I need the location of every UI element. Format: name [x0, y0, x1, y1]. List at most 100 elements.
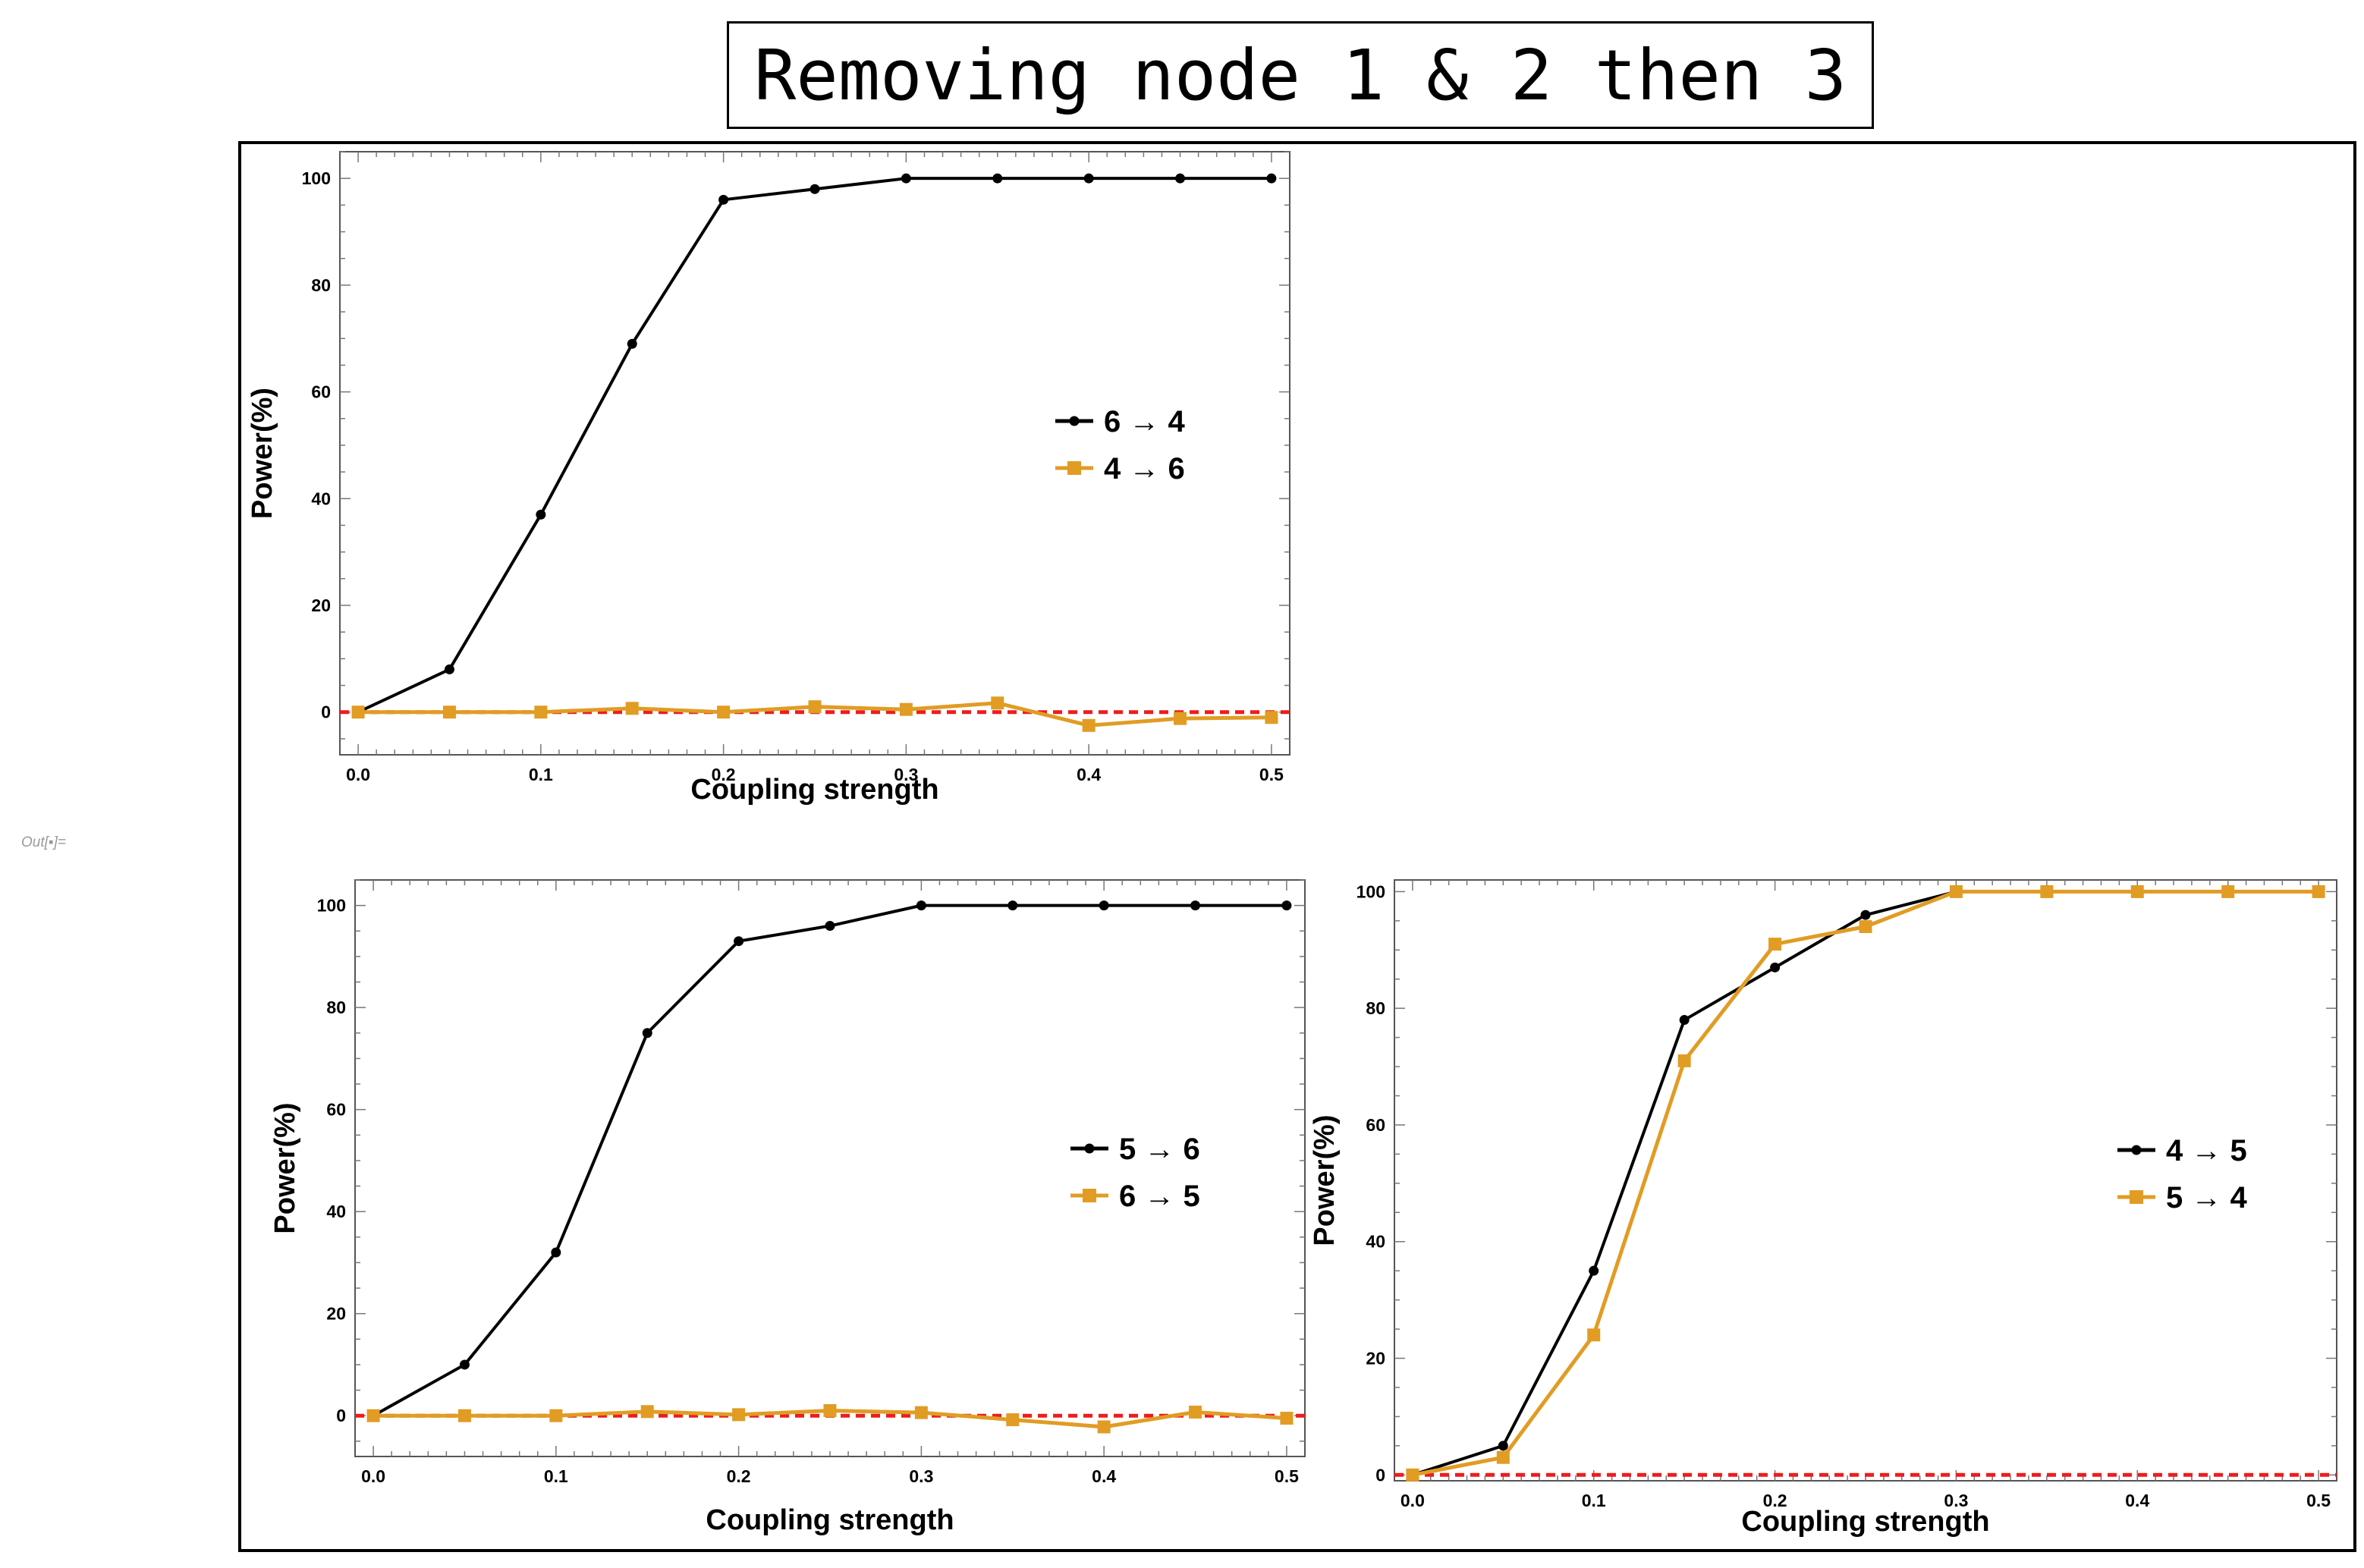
- data-point-1: [351, 705, 365, 719]
- legend-entry-0: 6 → 4: [1055, 405, 1185, 438]
- x-axis-label: Coupling strength: [1741, 1506, 1989, 1538]
- data-point-0: [1175, 173, 1186, 184]
- x-axis-label: Coupling strength: [706, 1504, 954, 1536]
- y-tick-label: 80: [311, 275, 331, 295]
- data-point-0: [551, 1247, 561, 1258]
- data-point-1: [914, 1406, 928, 1419]
- y-tick-label: 20: [311, 595, 331, 615]
- y-tick-label: 0: [336, 1406, 346, 1425]
- data-point-0: [1190, 900, 1201, 911]
- y-tick-label: 100: [1356, 881, 1385, 901]
- legend-entry-0: 5 → 6: [1070, 1133, 1200, 1166]
- y-tick-label: 40: [1366, 1232, 1385, 1252]
- data-point-1: [2130, 885, 2144, 898]
- x-axis-label: Coupling strength: [690, 774, 938, 806]
- data-point-1: [457, 1409, 471, 1422]
- y-tick-label: 100: [302, 168, 331, 188]
- data-point-0: [1281, 900, 1292, 911]
- data-point-1: [640, 1405, 654, 1419]
- x-tick-label: 0.2: [712, 765, 736, 784]
- legend-swatch-marker: [2131, 1145, 2142, 1155]
- data-point-1: [732, 1408, 746, 1422]
- x-tick-label: 0.5: [1275, 1466, 1299, 1486]
- data-point-1: [366, 1409, 380, 1422]
- data-point-1: [1496, 1450, 1510, 1464]
- y-axis-label: Power(%): [247, 388, 278, 519]
- legend-label: 6 → 4: [1104, 405, 1185, 438]
- y-tick-label: 40: [311, 489, 331, 508]
- data-point-0: [718, 194, 729, 205]
- data-point-1: [625, 702, 639, 715]
- data-point-1: [1189, 1405, 1202, 1419]
- data-point-0: [459, 1359, 470, 1370]
- figure-title: Removing node 1 & 2 then 3: [753, 34, 1847, 116]
- data-point-0: [734, 936, 744, 947]
- data-point-0: [916, 900, 926, 911]
- data-point-0: [1770, 962, 1781, 973]
- y-tick-label: 0: [321, 702, 331, 722]
- data-point-0: [1498, 1441, 1508, 1451]
- data-point-1: [1406, 1468, 1419, 1482]
- legend-swatch-marker: [1084, 1143, 1095, 1154]
- x-tick-label: 0.0: [361, 1466, 385, 1486]
- data-point-0: [992, 173, 1003, 184]
- x-tick-label: 0.1: [544, 1466, 568, 1486]
- chart-panel-top-left: 0.0 0.1 0.2 0.3 0.4 0.5 0 20 40 60 80 100 Coupling s…: [247, 151, 1290, 806]
- data-point-1: [1174, 712, 1187, 725]
- y-tick-label: 100: [317, 896, 346, 916]
- legend-entry-1: 6 → 5: [1070, 1180, 1200, 1213]
- data-point-1: [1280, 1412, 1294, 1425]
- x-tick-label: 0.1: [1582, 1491, 1606, 1510]
- data-point-0: [1679, 1015, 1690, 1026]
- series-line-0: [357, 177, 1272, 714]
- data-point-1: [991, 696, 1004, 710]
- data-point-1: [1006, 1413, 1020, 1427]
- plot-frame: [354, 879, 1306, 1457]
- legend-swatch-marker: [2130, 1190, 2143, 1204]
- chart-panel-bottom-left: 0.0 0.1 0.2 0.3 0.4 0.5 0 20 40 60 80 100 Coupling s…: [269, 879, 1306, 1536]
- data-point-1: [808, 700, 822, 714]
- legend-label: 4 → 5: [2166, 1134, 2247, 1167]
- data-point-1: [2221, 885, 2235, 898]
- data-point-0: [627, 338, 637, 349]
- x-tick-label: 0.2: [1763, 1491, 1787, 1510]
- legend-entry-0: 4 → 5: [2117, 1134, 2247, 1167]
- data-point-1: [1768, 938, 1782, 951]
- data-point-0: [444, 664, 454, 674]
- data-point-0: [1008, 900, 1018, 911]
- y-tick-label: 40: [326, 1202, 346, 1221]
- y-tick-label: 80: [326, 998, 346, 1017]
- data-point-1: [823, 1403, 837, 1417]
- data-point-0: [809, 184, 820, 194]
- x-tick-label: 0.2: [727, 1466, 751, 1486]
- x-tick-label: 0.4: [1077, 765, 1101, 784]
- data-point-1: [1082, 718, 1096, 732]
- data-point-1: [899, 702, 913, 716]
- y-axis-label: Power(%): [269, 1102, 301, 1233]
- data-point-0: [1083, 173, 1094, 184]
- y-tick-label: 20: [1366, 1349, 1385, 1368]
- y-tick-label: 60: [326, 1100, 346, 1120]
- x-tick-label: 0.3: [909, 1466, 933, 1486]
- y-tick-label: 20: [326, 1304, 346, 1324]
- data-point-1: [2312, 885, 2325, 898]
- data-point-0: [1099, 900, 1109, 911]
- x-tick-label: 0.3: [894, 765, 918, 784]
- x-tick-label: 0.3: [1944, 1491, 1968, 1510]
- y-tick-label: 60: [1366, 1115, 1385, 1135]
- y-axis-label: Power(%): [1309, 1114, 1341, 1246]
- legend-entry-1: 5 → 4: [2117, 1181, 2247, 1214]
- data-point-1: [442, 705, 456, 719]
- output-cell-label: Out[▪]=: [21, 834, 67, 850]
- x-tick-label: 0.0: [1400, 1491, 1425, 1510]
- data-point-1: [549, 1409, 563, 1422]
- data-point-1: [1587, 1328, 1601, 1342]
- data-point-1: [534, 705, 548, 719]
- data-point-1: [1265, 711, 1278, 724]
- data-point-1: [1097, 1420, 1111, 1434]
- legend-entry-1: 4 → 6: [1055, 452, 1185, 485]
- legend-label: 4 → 6: [1104, 452, 1185, 485]
- data-point-0: [1860, 910, 1871, 920]
- data-point-0: [536, 509, 546, 520]
- data-point-1: [717, 705, 731, 719]
